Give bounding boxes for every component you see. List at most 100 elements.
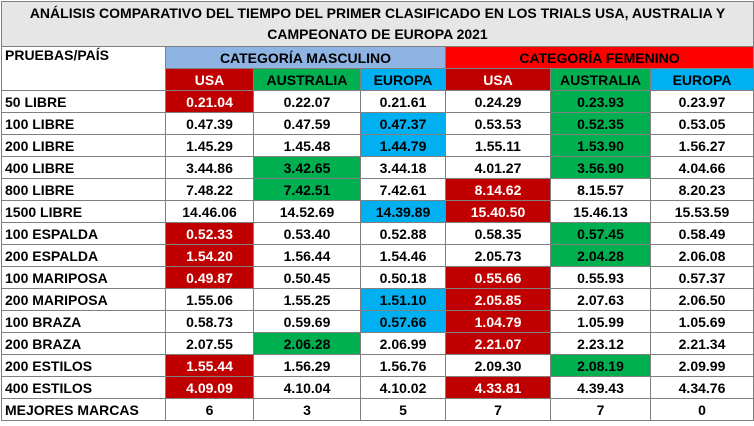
event-name: 400 ESTILOS [1, 376, 166, 399]
cell: 0.57.37 [649, 266, 754, 289]
cell: 0.21.04 [165, 90, 254, 113]
cell: 14.52.69 [253, 200, 361, 223]
cell: 0.50.18 [360, 266, 446, 289]
data-row: 200 LIBRE 1.45.29 1.45.48 1.44.79 1.55.11 1.5… [1, 134, 754, 157]
cell: 7.42.61 [360, 178, 446, 201]
cell: 6 [165, 398, 254, 421]
cell: 0.21.61 [360, 90, 446, 113]
cell: 4.33.81 [445, 376, 551, 399]
cell: 0.52.88 [360, 222, 446, 245]
data-row: 200 ESTILOS 1.55.44 1.56.29 1.56.76 2.09.30 2… [1, 354, 754, 377]
cell: 0.58.73 [165, 310, 254, 333]
cell: 3 [253, 398, 361, 421]
cell: 2.21.34 [649, 332, 754, 355]
cell: 2.07.63 [550, 288, 651, 311]
cell: 0.53.53 [445, 112, 551, 135]
cell: 2.06.28 [253, 332, 361, 355]
cell: 14.46.06 [165, 200, 254, 223]
cell: 1.04.79 [445, 310, 551, 333]
event-name: 100 MARIPOSA [1, 266, 166, 289]
cell: 0 [649, 398, 754, 421]
data-row: 100 ESPALDA 0.52.33 0.53.40 0.52.88 0.58.35 0… [1, 222, 754, 245]
cell: 3.56.90 [550, 156, 651, 179]
cell: 2.23.12 [550, 332, 651, 355]
cell: 0.55.93 [550, 266, 651, 289]
cell: 0.49.87 [165, 266, 254, 289]
cell: 1.53.90 [550, 134, 651, 157]
cell: 2.09.30 [445, 354, 551, 377]
cell: 7 [445, 398, 551, 421]
cell: 0.58.49 [649, 222, 754, 245]
cell: 4.10.02 [360, 376, 446, 399]
cell: 0.50.45 [253, 266, 361, 289]
country-header: EUROPA [649, 68, 754, 91]
cell: 2.09.99 [649, 354, 754, 377]
data-row: 100 BRAZA 0.58.73 0.59.69 0.57.66 1.04.79 1.0… [1, 310, 754, 333]
cell: 1.05.69 [649, 310, 754, 333]
data-row: 400 ESTILOS 4.09.09 4.10.04 4.10.02 4.33.81 4… [1, 376, 754, 399]
data-row: 100 MARIPOSA 0.49.87 0.50.45 0.50.18 0.55.66… [1, 266, 754, 289]
country-header: AUSTRALIA [253, 68, 361, 91]
cell: 4.10.04 [253, 376, 361, 399]
cell: 1.54.46 [360, 244, 446, 267]
cell: 1.56.29 [253, 354, 361, 377]
event-name: 100 LIBRE [1, 112, 166, 135]
event-name: 200 BRAZA [1, 332, 166, 355]
cell: 15.40.50 [445, 200, 551, 223]
event-name: MEJORES MARCAS [1, 398, 166, 421]
cell: 15.46.13 [550, 200, 651, 223]
cell: 0.22.07 [253, 90, 361, 113]
cell: 3.44.18 [360, 156, 446, 179]
data-row: 400 LIBRE 3.44.86 3.42.65 3.44.18 4.01.27 3.5… [1, 156, 754, 179]
cell: 0.23.93 [550, 90, 651, 113]
event-name: 50 LIBRE [1, 90, 166, 113]
cell: 15.53.59 [649, 200, 754, 223]
header-label: PRUEBAS/PAÍS [1, 46, 166, 91]
cell: 0.47.39 [165, 112, 254, 135]
data-row: 200 BRAZA 2.07.55 2.06.28 2.06.99 2.21.07 2.2… [1, 332, 754, 355]
event-name: 100 ESPALDA [1, 222, 166, 245]
country-header: EUROPA [360, 68, 446, 91]
cell: 1.55.11 [445, 134, 551, 157]
cell: 2.07.55 [165, 332, 254, 355]
cell: 1.56.27 [649, 134, 754, 157]
cell: 2.04.28 [550, 244, 651, 267]
cell: 1.55.44 [165, 354, 254, 377]
cell: 1.54.20 [165, 244, 254, 267]
cell: 8.14.62 [445, 178, 551, 201]
cell: 1.45.48 [253, 134, 361, 157]
event-name: 1500 LIBRE [1, 200, 166, 223]
cell: 0.52.33 [165, 222, 254, 245]
cell: 7 [550, 398, 651, 421]
cell: 8.15.57 [550, 178, 651, 201]
cell: 0.55.66 [445, 266, 551, 289]
data-row: 100 LIBRE 0.47.39 0.47.59 0.47.37 0.53.53 0.5… [1, 112, 754, 135]
cell: 1.05.99 [550, 310, 651, 333]
country-header: USA [445, 68, 551, 91]
cell: 3.44.86 [165, 156, 254, 179]
event-name: 800 LIBRE [1, 178, 166, 201]
cell: 0.53.05 [649, 112, 754, 135]
cell: 7.42.51 [253, 178, 361, 201]
cell: 4.39.43 [550, 376, 651, 399]
cell: 2.21.07 [445, 332, 551, 355]
cell: 2.08.19 [550, 354, 651, 377]
cell: 5 [360, 398, 446, 421]
cell: 2.05.85 [445, 288, 551, 311]
cell: 0.57.45 [550, 222, 651, 245]
title: ANÁLISIS COMPARATIVO DEL TIEMPO DEL PRIM… [0, 1, 754, 47]
group-header: CATEGORÍA FEMENINO [444, 46, 754, 69]
cell: 0.52.35 [550, 112, 651, 135]
data-row: 800 LIBRE 7.48.22 7.42.51 7.42.61 8.14.62 8.1… [1, 178, 754, 201]
cell: 2.05.73 [445, 244, 551, 267]
cell: 1.45.29 [165, 134, 254, 157]
cell: 2.06.50 [649, 288, 754, 311]
cell: 1.51.10 [360, 288, 446, 311]
cell: 3.42.65 [253, 156, 361, 179]
cell: 1.56.76 [360, 354, 446, 377]
cell: 0.59.69 [253, 310, 361, 333]
cell: 0.53.40 [253, 222, 361, 245]
cell: 8.20.23 [649, 178, 754, 201]
